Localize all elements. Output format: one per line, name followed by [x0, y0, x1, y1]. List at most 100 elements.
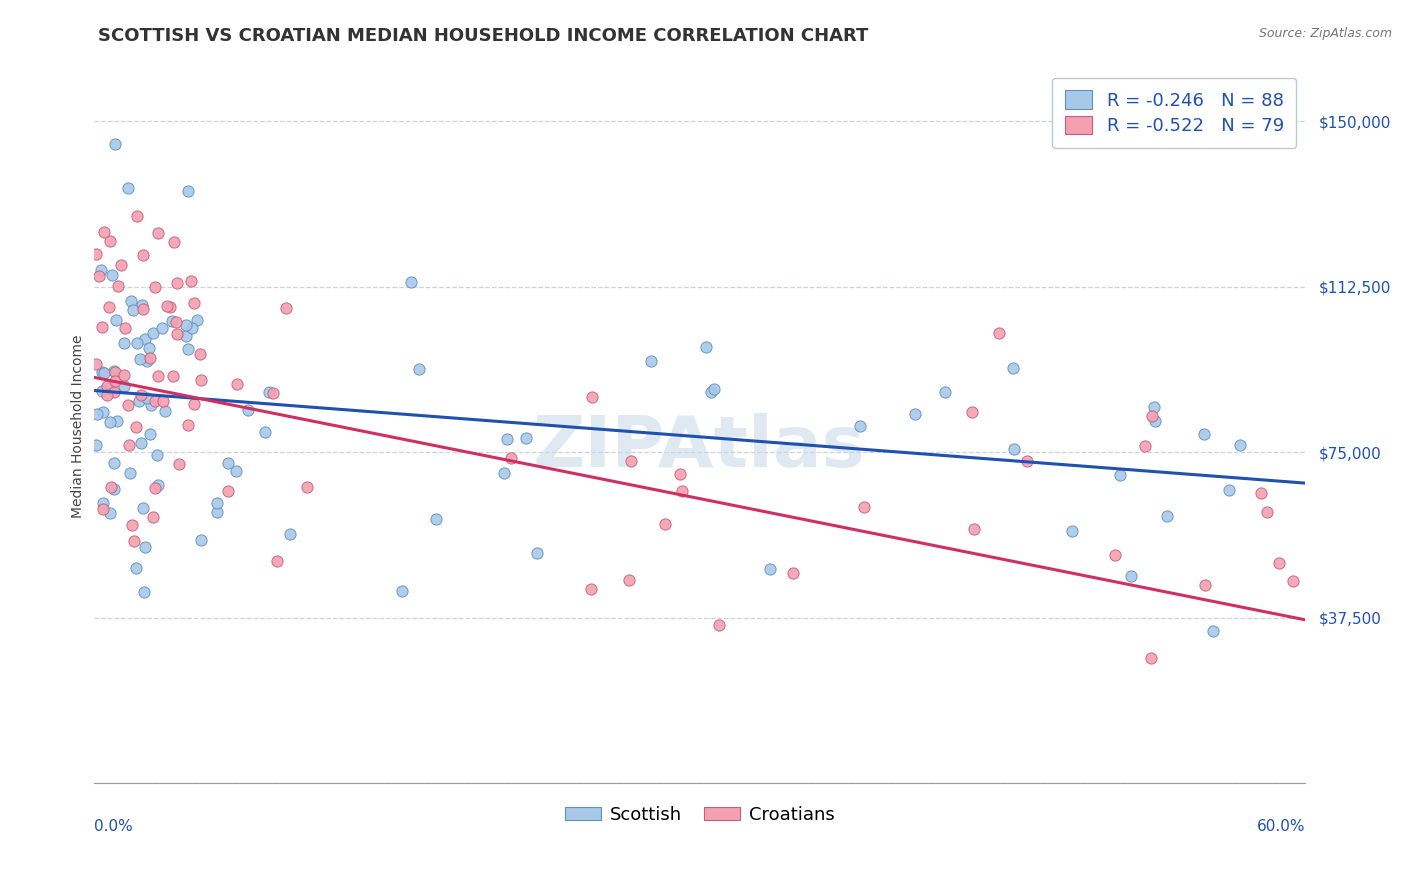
Point: [103, 482, 125, 496]
Point: [84, 357, 107, 371]
Point: [112, 368, 135, 383]
Point: [134, 541, 156, 555]
Point: [142, 326, 165, 341]
Point: [1202, 624, 1225, 639]
Point: [100, 234, 122, 248]
Point: [425, 512, 447, 526]
Point: [105, 414, 128, 428]
Point: [93, 225, 115, 239]
Point: [142, 510, 165, 524]
Point: [1156, 509, 1178, 524]
Point: [177, 343, 200, 357]
Point: [104, 313, 127, 327]
Point: [1104, 548, 1126, 562]
Point: [100, 506, 122, 520]
Point: [98, 415, 121, 429]
Point: [90, 262, 112, 277]
Point: [91, 404, 114, 418]
Point: [1121, 568, 1143, 582]
Point: [181, 321, 204, 335]
Point: [1218, 483, 1240, 497]
Legend: Scottish, Croatians: Scottish, Croatians: [557, 798, 842, 831]
Point: [180, 274, 202, 288]
Point: [654, 517, 676, 532]
Point: [135, 391, 157, 405]
Point: [100, 480, 122, 494]
Point: [934, 384, 956, 399]
Point: [136, 354, 159, 368]
Point: [1133, 439, 1156, 453]
Point: [90, 365, 112, 379]
Point: [619, 573, 641, 587]
Point: [177, 184, 200, 198]
Point: [159, 300, 181, 314]
Point: [297, 480, 319, 494]
Point: [107, 279, 129, 293]
Point: [98, 300, 121, 314]
Point: [110, 259, 132, 273]
Point: [190, 373, 212, 387]
Point: [121, 518, 143, 533]
Point: [165, 315, 187, 329]
Point: [104, 365, 127, 379]
Point: [118, 437, 141, 451]
Point: [138, 342, 160, 356]
Point: [1108, 467, 1130, 482]
Point: [163, 235, 186, 249]
Point: [160, 314, 183, 328]
Point: [174, 329, 197, 343]
Point: [103, 456, 125, 470]
Point: [134, 332, 156, 346]
Point: [146, 477, 169, 491]
Point: [853, 500, 876, 515]
Point: [188, 347, 211, 361]
Point: [391, 584, 413, 599]
Point: [700, 384, 723, 399]
Point: [125, 561, 148, 575]
Point: [125, 420, 148, 434]
Point: [166, 276, 188, 290]
Point: [236, 403, 259, 417]
Point: [86, 407, 108, 421]
Point: [132, 585, 155, 599]
Point: [1281, 574, 1303, 588]
Point: [150, 321, 173, 335]
Point: [1002, 442, 1025, 457]
Point: [129, 388, 152, 402]
Point: [103, 385, 125, 400]
Point: [695, 341, 717, 355]
Point: [98, 381, 121, 395]
Point: [131, 247, 153, 261]
Y-axis label: Median Household Income: Median Household Income: [72, 334, 86, 517]
Point: [103, 364, 125, 378]
Point: [183, 397, 205, 411]
Point: [278, 527, 301, 541]
Point: [782, 566, 804, 580]
Point: [96, 388, 118, 402]
Point: [167, 457, 190, 471]
Point: [117, 180, 139, 194]
Text: Source: ZipAtlas.com: Source: ZipAtlas.com: [1258, 27, 1392, 40]
Point: [155, 404, 177, 418]
Point: [84, 246, 107, 260]
Point: [143, 280, 166, 294]
Point: [93, 367, 115, 381]
Point: [118, 466, 141, 480]
Point: [759, 562, 782, 576]
Point: [1229, 438, 1251, 452]
Point: [399, 275, 422, 289]
Point: [620, 454, 643, 468]
Point: [640, 354, 662, 368]
Point: [125, 209, 148, 223]
Point: [186, 312, 208, 326]
Point: [148, 369, 170, 384]
Point: [1194, 578, 1216, 592]
Point: [143, 481, 166, 495]
Point: [122, 303, 145, 318]
Point: [226, 377, 249, 392]
Point: [703, 382, 725, 396]
Point: [408, 361, 430, 376]
Point: [266, 553, 288, 567]
Point: [225, 464, 247, 478]
Point: [90, 320, 112, 334]
